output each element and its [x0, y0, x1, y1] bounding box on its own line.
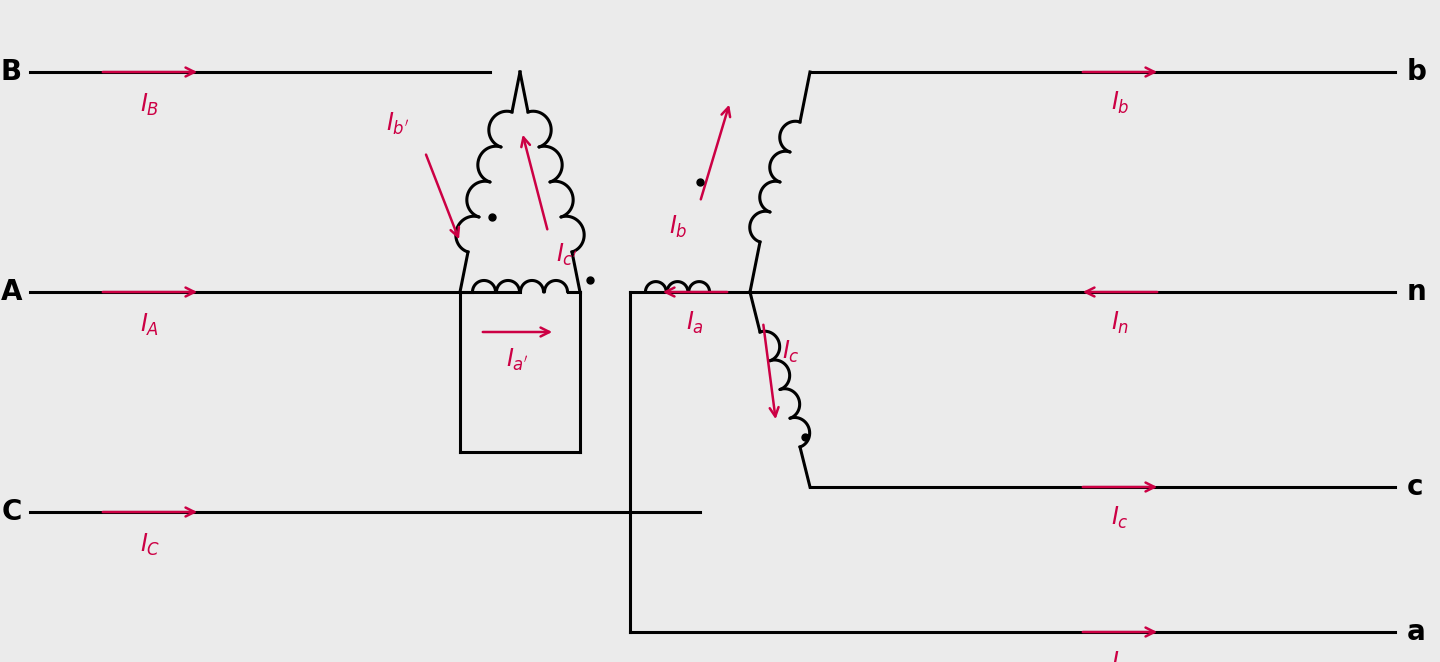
Text: $I_b$: $I_b$ [670, 214, 688, 240]
Text: $I_c$: $I_c$ [1112, 505, 1129, 531]
Text: C: C [1, 498, 22, 526]
Text: $I_{c'}$: $I_{c'}$ [556, 242, 577, 268]
Text: $I_c$: $I_c$ [782, 339, 799, 365]
Text: $I_C$: $I_C$ [140, 532, 160, 558]
Text: $I_a$: $I_a$ [685, 310, 704, 336]
Text: A: A [0, 278, 22, 306]
Text: b: b [1407, 58, 1427, 86]
Text: $I_A$: $I_A$ [141, 312, 160, 338]
Text: n: n [1407, 278, 1427, 306]
Text: $I_B$: $I_B$ [140, 92, 160, 118]
Text: B: B [1, 58, 22, 86]
Text: $I_{b'}$: $I_{b'}$ [386, 111, 410, 137]
Text: c: c [1407, 473, 1424, 501]
Text: a: a [1407, 618, 1426, 646]
Text: $I_{a'}$: $I_{a'}$ [505, 347, 528, 373]
Text: $I_n$: $I_n$ [1110, 310, 1129, 336]
Text: $I_b$: $I_b$ [1110, 90, 1129, 117]
Text: $I_a$: $I_a$ [1112, 650, 1129, 662]
